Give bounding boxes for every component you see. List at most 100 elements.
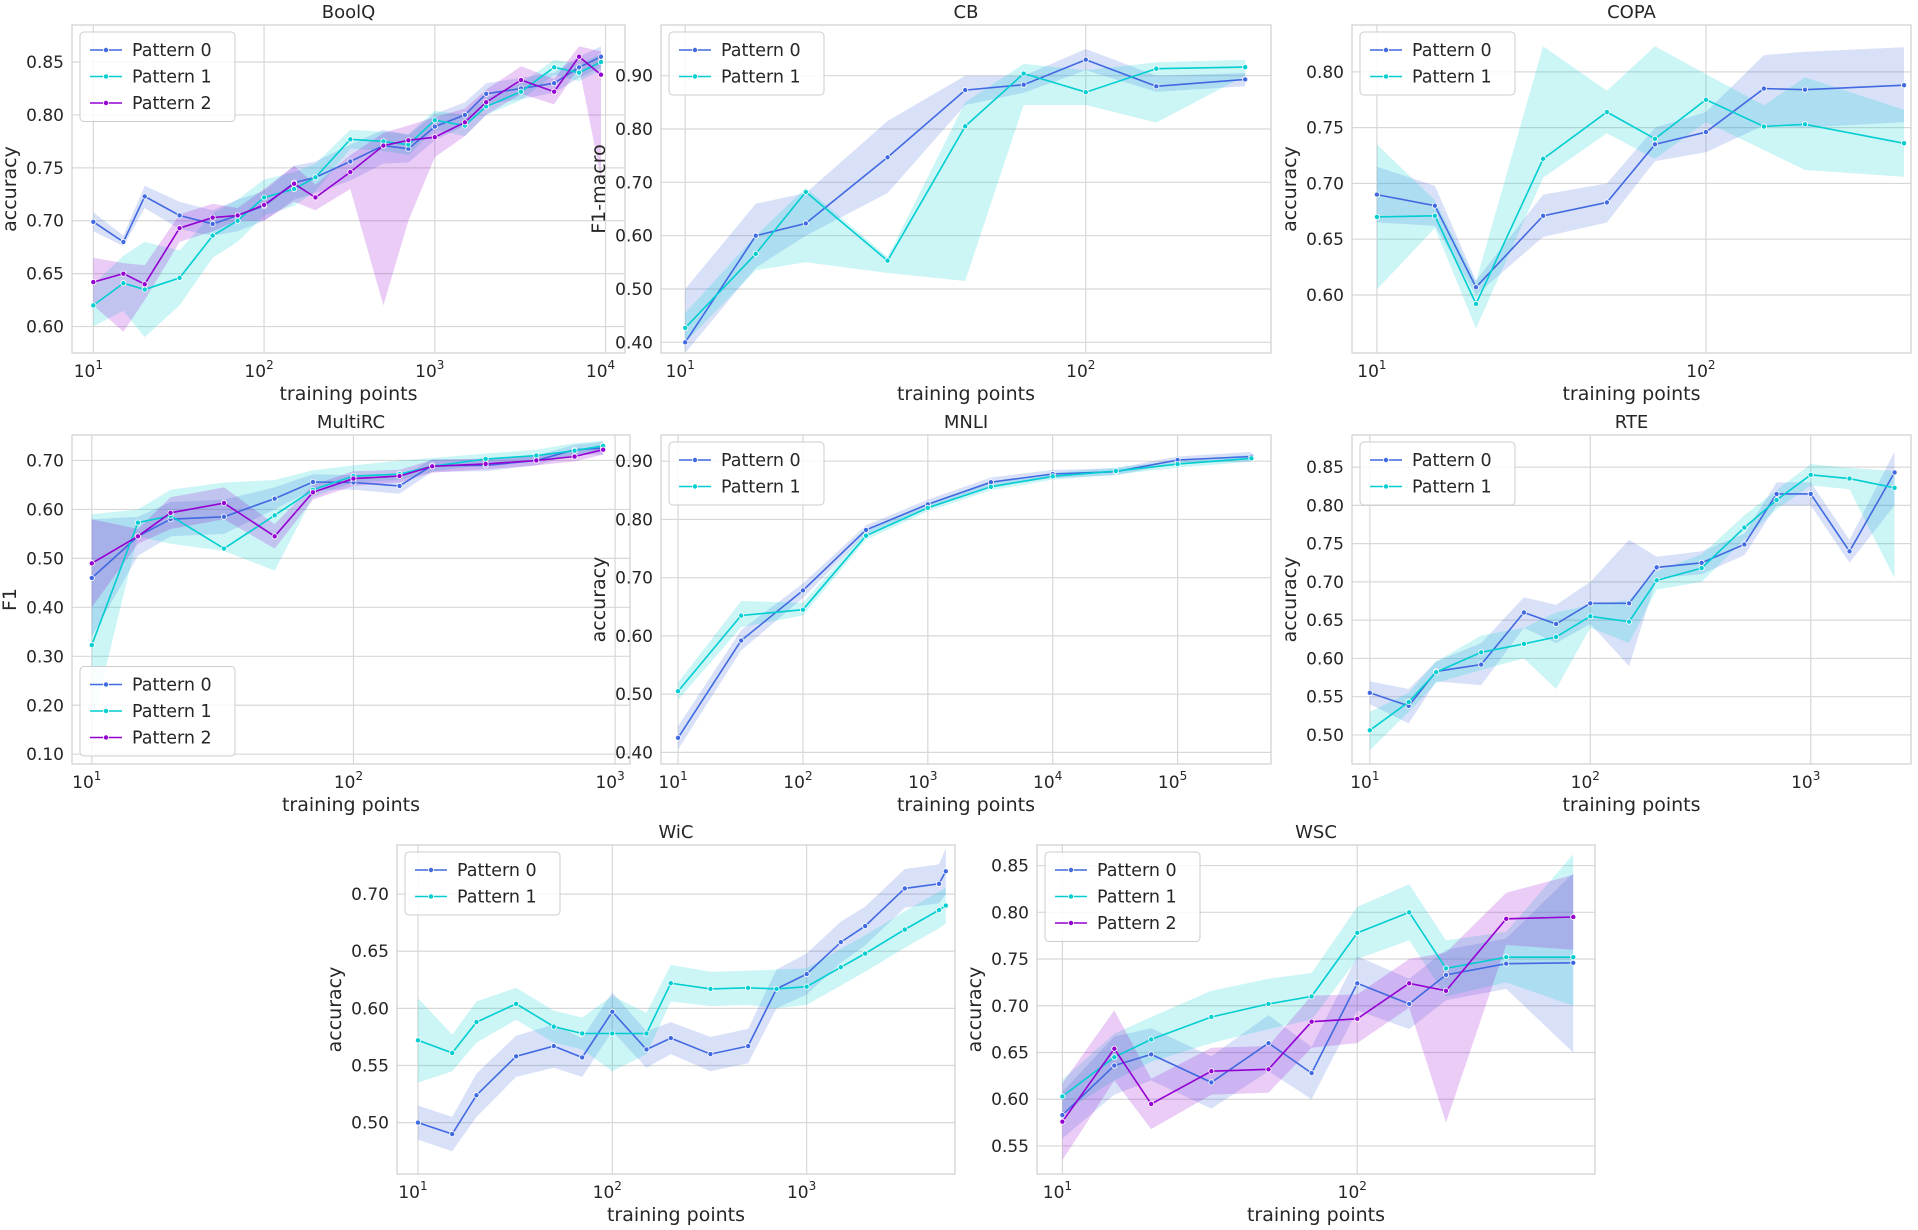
- data-point: [291, 180, 298, 187]
- data-point: [707, 985, 714, 992]
- x-tick-label: 103: [1791, 769, 1820, 793]
- data-point: [1760, 85, 1767, 92]
- legend: Pattern 0 Pattern 1 Pattern 2: [79, 31, 236, 122]
- data-point: [518, 88, 525, 95]
- data-point: [962, 87, 969, 94]
- data-point: [220, 500, 227, 507]
- x-axis-label: training points: [607, 1204, 745, 1226]
- data-point: [1478, 649, 1485, 656]
- data-point: [1059, 1118, 1066, 1125]
- data-point: [1153, 83, 1160, 90]
- y-tick-label: 0.40: [615, 743, 653, 763]
- data-point: [1148, 1036, 1155, 1043]
- data-point: [1059, 1112, 1066, 1119]
- data-point: [1587, 613, 1594, 620]
- data-point: [682, 324, 689, 331]
- legend-marker: [1383, 73, 1390, 80]
- data-point: [550, 1043, 557, 1050]
- y-tick-label: 0.60: [351, 999, 389, 1019]
- x-tick-label: 101: [1043, 1179, 1072, 1203]
- y-tick-label: 0.20: [26, 696, 64, 716]
- legend-label: Pattern 0: [132, 41, 212, 61]
- data-point: [1773, 490, 1780, 497]
- legend-label: Pattern 1: [1412, 68, 1492, 88]
- chart-mnli: 0.40 0.50 0.60 0.70 0.80 0.90 101 102 103 104 105 M…: [588, 412, 1272, 816]
- legend-marker: [103, 708, 110, 715]
- data-point: [803, 983, 810, 990]
- series-line-pattern-0: [417, 870, 947, 1135]
- ci-band-pattern-0: [93, 46, 602, 247]
- chart-title: WSC: [1295, 822, 1337, 843]
- data-point: [1148, 1051, 1155, 1058]
- data-point: [141, 286, 148, 293]
- data-point: [550, 1023, 557, 1030]
- data-point: [396, 482, 403, 489]
- data-point: [234, 212, 241, 219]
- data-point: [707, 1051, 714, 1058]
- data-point: [1111, 1045, 1118, 1052]
- ci-band-pattern-0: [685, 49, 1246, 353]
- legend-box: [79, 666, 236, 757]
- y-tick-label: 0.10: [26, 745, 64, 765]
- data-point: [405, 137, 412, 144]
- data-point: [1265, 1040, 1272, 1047]
- plot-frame: [660, 24, 1272, 354]
- legend-marker: [692, 456, 699, 463]
- x-tick-label: 101: [1357, 358, 1386, 382]
- data-point: [1520, 609, 1527, 616]
- x-axis-label: training points: [1562, 794, 1700, 816]
- y-tick-label: 0.50: [26, 549, 64, 569]
- data-point: [176, 274, 183, 281]
- y-tick-label: 0.55: [991, 1137, 1029, 1157]
- data-point: [261, 194, 268, 201]
- data-point: [1308, 993, 1315, 1000]
- y-tick-label: 0.40: [26, 598, 64, 618]
- y-tick-label: 0.85: [991, 857, 1029, 877]
- data-point: [551, 88, 558, 95]
- data-point: [350, 475, 357, 482]
- data-point: [533, 457, 540, 464]
- chart-title: CB: [954, 2, 979, 23]
- data-point: [461, 111, 468, 118]
- plot-frame: [396, 844, 956, 1175]
- x-tick-label: 103: [787, 1179, 816, 1203]
- data-point: [863, 526, 870, 533]
- x-tick-label: 102: [1686, 358, 1715, 382]
- data-point: [414, 1119, 421, 1126]
- data-point: [1208, 1068, 1215, 1075]
- data-point: [1148, 1100, 1155, 1107]
- data-point: [220, 545, 227, 552]
- chart-title: MultiRC: [317, 412, 385, 433]
- data-point: [271, 533, 278, 540]
- chart-rte: 0.50 0.55 0.60 0.65 0.70 0.75 0.80 0.85 101 102 10…: [1279, 412, 1912, 816]
- data-point: [1807, 490, 1814, 497]
- data-point: [745, 984, 752, 991]
- data-point: [234, 217, 241, 224]
- legend: Pattern 0 Pattern 1: [1359, 31, 1516, 96]
- legend-label: Pattern 0: [1412, 451, 1492, 471]
- data-point: [1111, 1062, 1118, 1069]
- data-point: [675, 734, 682, 741]
- data-point: [643, 1030, 650, 1037]
- data-point: [220, 513, 227, 520]
- data-point: [1553, 620, 1560, 627]
- data-point: [518, 77, 525, 84]
- x-axis-label: training points: [897, 383, 1035, 405]
- data-point: [551, 80, 558, 87]
- data-point: [609, 1030, 616, 1037]
- y-tick-label: 0.65: [991, 1043, 1029, 1063]
- data-point: [1308, 1018, 1315, 1025]
- data-point: [513, 1000, 520, 1007]
- legend-box: [1044, 851, 1201, 942]
- data-point: [1406, 1000, 1413, 1007]
- data-point: [1265, 1066, 1272, 1073]
- legend-marker: [427, 893, 434, 900]
- data-point: [209, 232, 216, 239]
- chart-wsc: 0.55 0.60 0.65 0.70 0.75 0.80 0.85 101 102 WSC tra…: [964, 822, 1596, 1226]
- data-point: [513, 1053, 520, 1060]
- ci-band-pattern-1: [93, 53, 602, 338]
- legend: Pattern 0 Pattern 1: [404, 851, 561, 916]
- plot-frame: [1036, 844, 1596, 1175]
- legend-marker: [1383, 47, 1390, 54]
- data-point: [862, 950, 869, 957]
